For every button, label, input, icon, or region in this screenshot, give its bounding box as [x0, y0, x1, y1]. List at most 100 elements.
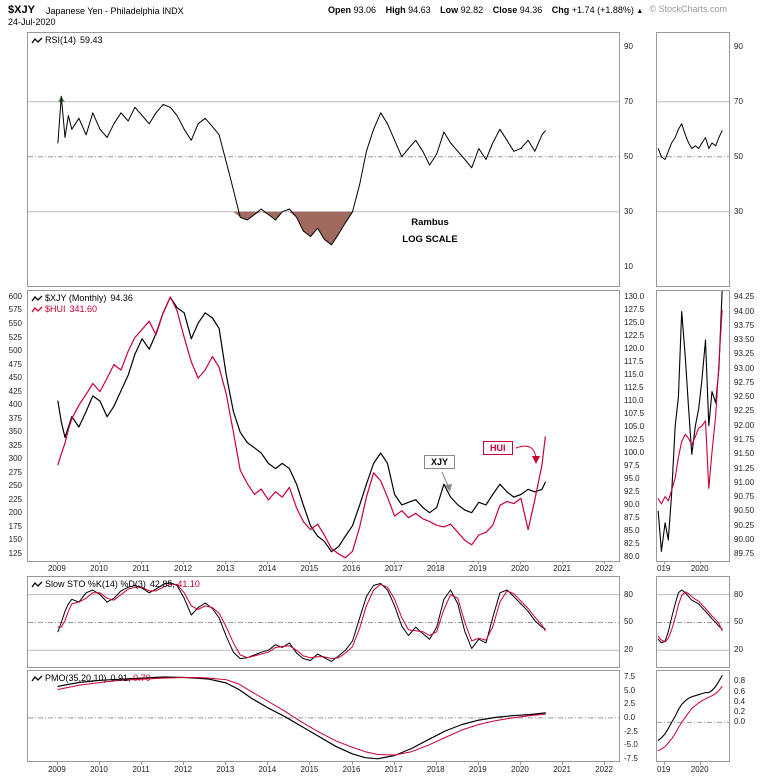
x-tick-mark — [56, 762, 58, 765]
y-tick-label: 350 — [8, 427, 22, 437]
y-tick-label: 102.5 — [624, 435, 645, 445]
y-tick-label: 125.0 — [624, 318, 645, 328]
price-zoom-right-axis: 94.25 94.00 93.75 93.50 93.25 93.00 92.75 92.50… — [731, 290, 763, 560]
x-tick-label: 2009 — [47, 564, 66, 573]
x-tick-label: 2015 — [300, 765, 319, 774]
rsi-zoom-right-axis: 90 70 50 30 — [731, 32, 763, 285]
x-tick-mark — [477, 561, 479, 564]
pmo-legend: PMO(35,20,10) 0.91, 0.70 — [31, 673, 151, 683]
sto-legend-value-d: 41.10 — [177, 579, 200, 589]
y-tick-label: 90.25 — [734, 520, 755, 530]
x-tick-mark — [225, 762, 227, 765]
y-tick-label: 50 — [624, 151, 633, 161]
y-tick-label: 80 — [624, 589, 633, 599]
y-tick-label: 90.00 — [734, 534, 755, 544]
x-tick-label: 2012 — [174, 765, 193, 774]
line-style-icon — [31, 35, 45, 45]
y-tick-label: 275 — [8, 467, 22, 477]
y-tick-label: 90 — [734, 41, 743, 51]
y-tick-label: 0.6 — [734, 686, 746, 696]
pmo-plot — [28, 676, 619, 760]
sto_mini-plot — [657, 589, 729, 651]
y-tick-label: 110.0 — [624, 396, 644, 406]
sto-plot — [28, 582, 619, 662]
x-tick-mark — [393, 561, 395, 564]
hui-legend-label: $HUI — [45, 304, 66, 314]
y-tick-label: 93.25 — [734, 349, 755, 359]
y-tick-label: 375 — [8, 413, 22, 423]
y-tick-label: 105.0 — [624, 422, 645, 432]
pmo-legend-value-1: 0.91, — [110, 673, 131, 683]
symbol-name: Japanese Yen - Philadelphia INDX — [46, 6, 184, 16]
y-tick-label: -5.0 — [624, 740, 638, 750]
x-tick-label: 2010 — [90, 564, 108, 573]
y-tick-label: 92.00 — [734, 420, 755, 430]
x-tick-label: 2017 — [384, 765, 403, 774]
x-tick-mark — [519, 762, 521, 765]
x-tick-mark — [309, 561, 311, 564]
stockcharts-credit: © StockCharts.com — [649, 4, 727, 14]
x-tick-label: 2013 — [216, 765, 235, 774]
y-tick-label: 112.5 — [624, 383, 644, 393]
x-tick-label: 2020 — [511, 564, 529, 573]
y-tick-label: 550 — [8, 319, 22, 328]
y-tick-label: 0.0 — [734, 717, 746, 727]
x-tick-mark — [98, 561, 100, 564]
y-tick-label: 97.5 — [624, 460, 640, 470]
chart-header: $XJY Japanese Yen - Philadelphia INDX 24… — [0, 0, 765, 30]
y-tick-label: 400 — [8, 400, 22, 410]
sto-legend-label: Slow STO %K(14) %D(3) — [45, 579, 146, 589]
x-tick-mark — [604, 561, 606, 564]
x-tick-label: 2018 — [426, 564, 445, 573]
y-tick-label: 0.8 — [734, 676, 746, 686]
x-tick-label: 2011 — [132, 765, 150, 774]
y-tick-label: 30 — [734, 206, 743, 216]
pmo-zoom-panel — [656, 670, 730, 762]
x-tick-label: 2015 — [300, 564, 319, 573]
x-tick-mark — [562, 561, 563, 564]
x-tick-label: 019 — [656, 564, 671, 573]
y-tick-label: 225 — [8, 494, 22, 504]
y-tick-label: 50 — [624, 617, 633, 627]
rsi-legend-value: 59.43 — [80, 35, 103, 45]
y-tick-label: 20 — [624, 645, 633, 655]
x-tick-mark — [393, 762, 395, 765]
x-tick-label: 2020 — [690, 765, 709, 774]
y-tick-label: 30 — [624, 206, 633, 216]
x-tick-label: 2016 — [342, 765, 361, 774]
y-tick-label: 92.50 — [734, 392, 755, 402]
x-tick-mark — [562, 762, 563, 765]
x-tick-label: 019 — [656, 765, 671, 774]
line-style-icon — [31, 673, 45, 683]
x-tick-label: 2021 — [553, 564, 571, 573]
rsi-zoom-panel — [656, 32, 730, 287]
y-tick-label: 0.4 — [734, 696, 746, 706]
y-tick-label: 80.0 — [624, 551, 640, 561]
y-tick-label: 94.00 — [734, 306, 755, 316]
rsi-panel: RSI(14) 59.43 Rambus LOG SCALE — [27, 32, 620, 287]
x-tick-label: 2018 — [426, 765, 445, 774]
y-tick-label: 150 — [8, 535, 22, 545]
up-arrow-icon: ▲ — [636, 8, 644, 15]
y-tick-label: 107.5 — [624, 409, 645, 419]
y-tick-label: 300 — [8, 454, 22, 464]
x-tick-label: 2014 — [258, 765, 277, 774]
y-tick-label: 80 — [734, 589, 743, 599]
y-tick-label: 91.25 — [734, 463, 755, 473]
xjy-legend: $XJY (Monthly) 94.36 — [31, 293, 133, 303]
main_mini-plot — [657, 291, 723, 552]
x-axis-zoom-bottom: 019 2020 — [656, 762, 728, 776]
stochastics-zoom-panel — [656, 576, 730, 668]
y-tick-label: 325 — [8, 440, 22, 450]
x-axis-zoom-mid: 019 2020 — [656, 561, 728, 575]
x-tick-label: 2022 — [595, 564, 613, 573]
x-tick-label: 2010 — [90, 765, 108, 774]
y-tick-label: 90.0 — [624, 499, 640, 509]
pmo-panel: PMO(35,20,10) 0.91, 0.70 — [27, 670, 620, 762]
y-tick-label: 7.5 — [624, 671, 636, 681]
y-tick-label: 125 — [8, 548, 22, 558]
quote-low: Low 92.82 — [440, 5, 484, 15]
x-tick-label: 2014 — [258, 564, 277, 573]
pmo-zoom-right-axis: 0.8 0.6 0.4 0.2 0.0 — [731, 670, 763, 760]
sto-right-axis: 80 50 20 — [621, 576, 655, 666]
